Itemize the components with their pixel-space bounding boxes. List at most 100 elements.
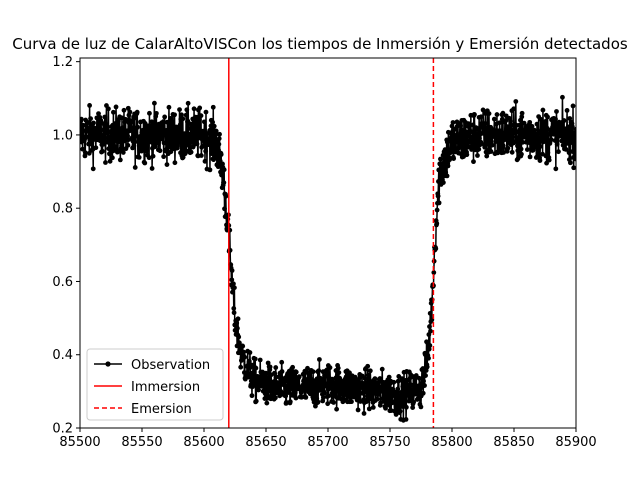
- observation-point: [100, 136, 106, 142]
- observation-point: [88, 141, 94, 147]
- observation-point: [136, 154, 142, 160]
- observation-point: [332, 387, 338, 393]
- observation-point: [460, 140, 466, 146]
- observation-point: [186, 126, 191, 132]
- x-tick-label: 85700: [307, 435, 348, 450]
- observation-point: [191, 106, 197, 112]
- observation-point: [211, 123, 217, 129]
- observation-point: [458, 123, 463, 129]
- observation-point: [198, 153, 204, 158]
- observation-point: [370, 404, 376, 410]
- observation-point: [125, 142, 131, 148]
- observation-point: [127, 109, 133, 115]
- observation-point: [383, 405, 388, 411]
- observation-point: [513, 139, 518, 145]
- observation-point: [342, 382, 347, 388]
- observation-point: [180, 154, 186, 160]
- observation-point: [171, 138, 177, 144]
- observation-point: [431, 270, 437, 275]
- observation-point: [472, 112, 477, 117]
- observation-point: [216, 136, 222, 141]
- observation-point: [112, 144, 118, 150]
- observation-point: [265, 375, 271, 381]
- observation-point: [119, 143, 125, 149]
- observation-point: [366, 372, 372, 378]
- observation-point: [283, 399, 289, 405]
- observation-point: [537, 144, 543, 149]
- observation-point: [519, 151, 524, 157]
- observation-point: [215, 164, 221, 170]
- observation-point: [203, 109, 209, 115]
- observation-point: [500, 143, 506, 149]
- observation-point: [573, 126, 576, 132]
- observation-point: [519, 110, 525, 116]
- observation-point: [160, 119, 166, 125]
- observation-point: [90, 166, 96, 172]
- observation-point: [179, 112, 184, 118]
- observation-point: [139, 135, 145, 141]
- observation-point: [293, 369, 299, 375]
- observation-point: [502, 133, 508, 139]
- observation-point: [132, 165, 138, 170]
- observation-point: [82, 150, 88, 156]
- observation-point: [503, 129, 508, 135]
- observation-point: [561, 136, 567, 142]
- observation-point: [252, 356, 258, 362]
- observation-point: [103, 160, 108, 165]
- observation-point: [331, 400, 337, 405]
- observation-point: [148, 134, 153, 140]
- observation-point: [253, 398, 259, 404]
- observation-point: [292, 390, 298, 396]
- observation-point: [210, 119, 216, 125]
- observation-point: [256, 387, 261, 393]
- observation-point: [513, 99, 519, 104]
- observation-point: [548, 137, 554, 142]
- observation-point: [236, 334, 242, 340]
- observation-point: [238, 364, 244, 370]
- observation-point: [186, 143, 192, 149]
- observation-point: [444, 139, 450, 145]
- observation-point: [420, 390, 426, 396]
- y-tick-label: 1.0: [52, 128, 73, 143]
- observation-point: [319, 385, 325, 391]
- observation-point: [80, 146, 86, 152]
- observation-point: [109, 139, 115, 144]
- observation-point: [403, 417, 409, 422]
- observation-point: [201, 143, 207, 149]
- observation-point: [305, 365, 310, 371]
- observation-point: [494, 112, 500, 117]
- observation-point: [349, 399, 354, 405]
- observation-point: [507, 133, 513, 139]
- observation-point: [180, 116, 186, 122]
- observation-point: [505, 145, 511, 151]
- observation-point: [434, 221, 440, 226]
- observation-point: [531, 127, 537, 133]
- observation-point: [251, 369, 257, 375]
- observation-point: [384, 388, 390, 394]
- observation-point: [202, 158, 208, 164]
- observation-point: [356, 391, 362, 397]
- observation-point: [316, 368, 322, 374]
- observation-point: [273, 365, 279, 370]
- observation-point: [132, 115, 138, 121]
- observation-point: [444, 173, 450, 179]
- observation-point: [257, 357, 263, 363]
- observation-point: [517, 122, 522, 128]
- observation-point: [164, 162, 170, 168]
- observation-point: [561, 118, 567, 123]
- observation-point: [394, 394, 400, 399]
- x-tick-label: 85550: [121, 435, 162, 450]
- observation-point: [229, 268, 235, 273]
- observation-point: [545, 114, 550, 120]
- observation-point: [477, 135, 482, 141]
- observation-point: [172, 112, 177, 118]
- observation-point: [573, 133, 576, 139]
- observation-point: [107, 158, 113, 164]
- observation-point: [265, 360, 271, 366]
- observation-point: [231, 281, 236, 287]
- observation-point: [527, 119, 533, 125]
- observation-point: [210, 104, 216, 110]
- observation-point: [469, 134, 475, 140]
- observation-point: [184, 107, 190, 113]
- observation-point: [201, 119, 207, 125]
